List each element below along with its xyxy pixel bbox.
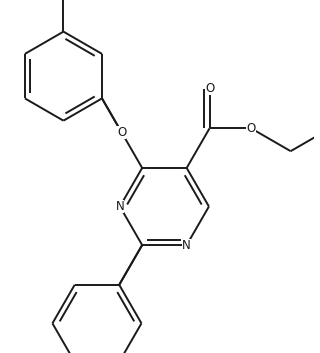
Text: O: O	[205, 82, 214, 95]
Text: O: O	[117, 126, 126, 139]
Text: N: N	[116, 200, 124, 213]
Text: N: N	[182, 239, 191, 252]
Text: O: O	[246, 122, 256, 135]
